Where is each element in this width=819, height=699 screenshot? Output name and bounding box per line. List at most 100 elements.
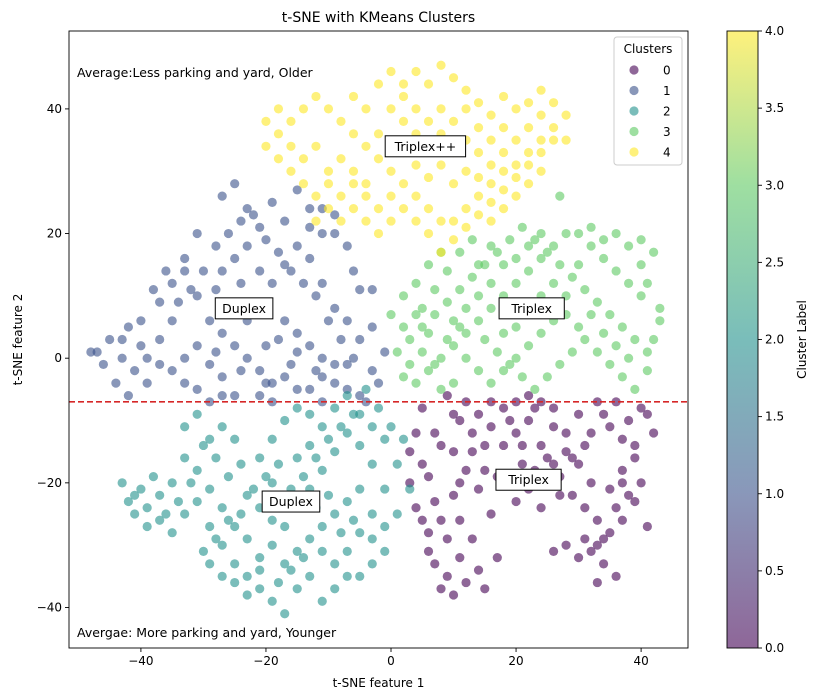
point-cluster-3: [423, 260, 434, 270]
point-cluster-2: [330, 584, 340, 594]
point-cluster-3: [617, 322, 627, 332]
legend-marker-0: [629, 65, 639, 75]
point-cluster-3: [492, 347, 502, 357]
point-cluster-0: [442, 571, 452, 581]
point-cluster-0: [411, 503, 421, 513]
point-cluster-0: [530, 403, 540, 413]
point-cluster-3: [642, 278, 652, 289]
point-cluster-1: [311, 366, 321, 376]
point-cluster-3: [498, 366, 509, 376]
point-cluster-3: [598, 235, 609, 245]
point-cluster-2: [211, 534, 221, 544]
point-cluster-2: [298, 553, 309, 563]
point-cluster-2: [380, 546, 390, 556]
legend-marker-1: [629, 85, 639, 96]
point-cluster-2: [317, 422, 327, 432]
point-cluster-4: [448, 235, 459, 245]
annotation-label: Triplex: [510, 301, 552, 316]
point-cluster-0: [430, 559, 440, 569]
point-cluster-2: [205, 521, 215, 532]
point-cluster-1: [342, 241, 352, 251]
point-cluster-2: [173, 496, 184, 507]
point-cluster-4: [398, 204, 409, 214]
annotation-label: Duplex: [269, 494, 313, 509]
point-cluster-0: [486, 509, 496, 519]
point-cluster-0: [517, 440, 527, 451]
point-cluster-4: [511, 172, 521, 183]
point-cluster-0: [436, 515, 446, 525]
point-cluster-1: [305, 384, 315, 394]
point-cluster-3: [555, 359, 565, 370]
point-cluster-4: [261, 141, 271, 151]
point-cluster-0: [467, 428, 477, 438]
point-cluster-0: [636, 478, 646, 488]
point-cluster-3: [398, 291, 409, 301]
x-tick-label: −40: [128, 654, 153, 668]
point-cluster-0: [405, 447, 415, 457]
point-cluster-4: [473, 147, 484, 158]
point-cluster-3: [436, 353, 446, 363]
point-cluster-4: [386, 191, 396, 201]
point-cluster-3: [630, 334, 640, 345]
point-cluster-3: [417, 322, 427, 332]
point-cluster-0: [580, 440, 590, 451]
annotation-label: Triplex++: [394, 139, 457, 154]
point-cluster-1: [180, 253, 190, 264]
point-cluster-4: [536, 110, 546, 120]
point-cluster-1: [367, 322, 377, 332]
point-cluster-4: [536, 147, 546, 158]
point-cluster-2: [186, 478, 196, 488]
point-cluster-2: [217, 503, 227, 513]
point-cluster-3: [448, 341, 459, 351]
point-cluster-4: [348, 166, 359, 176]
point-cluster-4: [461, 104, 471, 114]
point-cluster-0: [536, 440, 546, 451]
point-cluster-2: [367, 559, 377, 569]
point-cluster-4: [336, 116, 346, 126]
point-cluster-4: [423, 172, 434, 183]
point-cluster-2: [167, 528, 177, 538]
colorbar-tick-label: 0.5: [765, 564, 784, 578]
point-cluster-2: [242, 490, 252, 500]
point-cluster-1: [280, 260, 290, 270]
point-cluster-0: [598, 534, 609, 544]
point-cluster-0: [486, 422, 496, 432]
point-cluster-3: [486, 303, 496, 313]
point-cluster-3: [405, 334, 415, 345]
x-axis-ticks: −40 −20 0 20 40: [128, 648, 649, 668]
point-cluster-1: [123, 390, 133, 401]
point-cluster-0: [630, 453, 640, 463]
point-cluster-3: [511, 353, 521, 363]
x-tick-label: 0: [387, 654, 395, 668]
point-cluster-1: [242, 353, 252, 363]
point-cluster-2: [298, 472, 309, 482]
annotation-label: Duplex: [222, 301, 266, 316]
point-cluster-0: [498, 440, 509, 451]
point-cluster-0: [611, 571, 621, 581]
point-cluster-4: [386, 66, 396, 77]
point-cluster-0: [542, 453, 552, 463]
point-cluster-0: [567, 453, 577, 463]
point-cluster-1: [298, 278, 309, 289]
point-cluster-0: [417, 403, 427, 413]
point-cluster-2: [217, 540, 227, 550]
y-tick-label: 40: [47, 102, 62, 116]
point-cluster-1: [342, 316, 352, 326]
point-cluster-3: [517, 372, 527, 382]
point-cluster-1: [161, 266, 171, 276]
point-cluster-1: [292, 241, 302, 251]
point-cluster-2: [342, 390, 352, 401]
point-cluster-3: [473, 291, 484, 301]
point-cluster-2: [273, 459, 284, 469]
point-cluster-2: [367, 534, 377, 544]
point-cluster-2: [230, 434, 240, 444]
point-cluster-4: [323, 204, 334, 214]
point-cluster-4: [386, 104, 396, 114]
point-cluster-4: [423, 116, 434, 126]
colorbar-label: Cluster Label: [795, 300, 809, 379]
point-cluster-1: [217, 328, 227, 338]
point-cluster-3: [498, 260, 509, 270]
point-cluster-2: [380, 434, 390, 444]
point-cluster-1: [98, 359, 108, 370]
point-cluster-3: [405, 359, 415, 370]
